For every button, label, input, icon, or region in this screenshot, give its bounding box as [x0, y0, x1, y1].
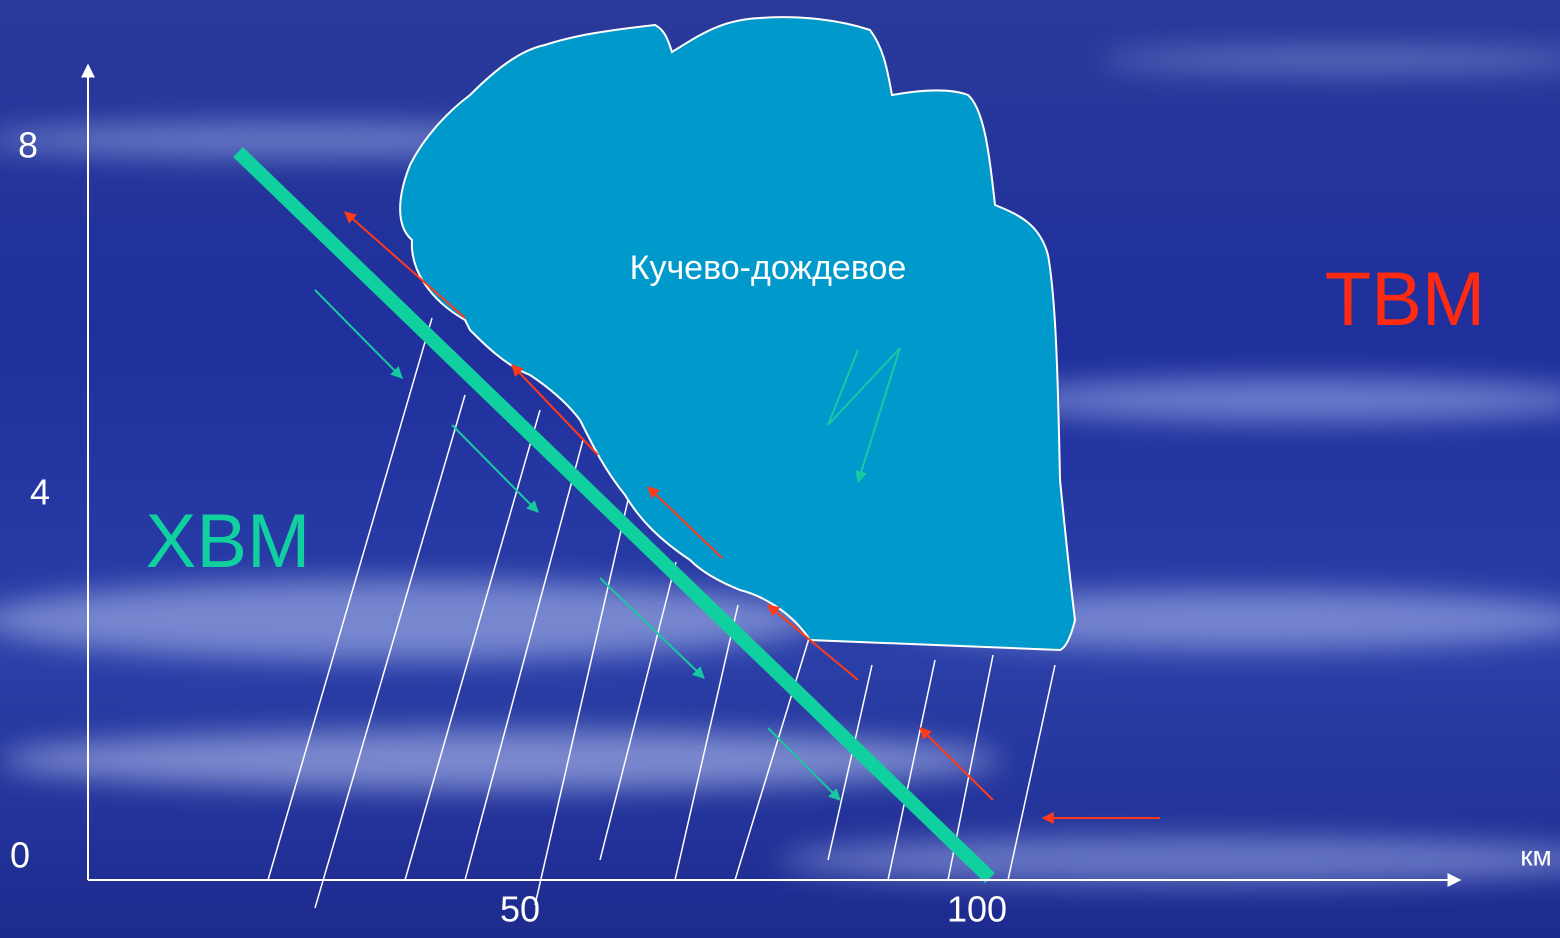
warm-air-arrow: [647, 486, 723, 559]
x-unit: км: [1520, 840, 1552, 871]
rain-line: [404, 409, 541, 881]
warm-air-arrow: [767, 604, 859, 681]
y-label: 4: [30, 472, 50, 513]
rain-line: [534, 499, 629, 906]
cold-air-arrow: [767, 727, 841, 801]
cold-air-arrow: [599, 577, 705, 679]
x-label: 50: [500, 889, 540, 930]
cold-air-arrow: [451, 424, 539, 513]
rain-line: [827, 664, 873, 861]
rain-line: [599, 561, 677, 861]
rain-line: [674, 604, 739, 881]
warm-air-mass: ТВМ: [1325, 257, 1485, 342]
rain-line: [1007, 664, 1056, 881]
rain-line: [464, 439, 584, 881]
y-label: 0: [10, 835, 30, 876]
warm-air-arrow: [344, 211, 466, 319]
cumulonimbus-cloud: [399, 16, 1077, 652]
lightning: [827, 347, 901, 484]
rain-line: [267, 317, 433, 881]
rain-line: [887, 659, 936, 881]
cold-air-mass: ХВМ: [146, 499, 311, 584]
air-flow-arrows: [314, 211, 1160, 824]
cloud-label: Кучево-дождевое: [630, 249, 907, 287]
precipitation: [267, 317, 1056, 909]
x-label: 100: [947, 889, 1007, 930]
rain-line: [734, 634, 811, 881]
warm-air-arrow: [919, 727, 994, 801]
rain-line: [314, 394, 466, 909]
cold-air-arrow: [314, 289, 403, 379]
warm-air-arrow: [511, 364, 599, 456]
cold-front: [233, 146, 995, 884]
y-label: 8: [18, 125, 38, 166]
